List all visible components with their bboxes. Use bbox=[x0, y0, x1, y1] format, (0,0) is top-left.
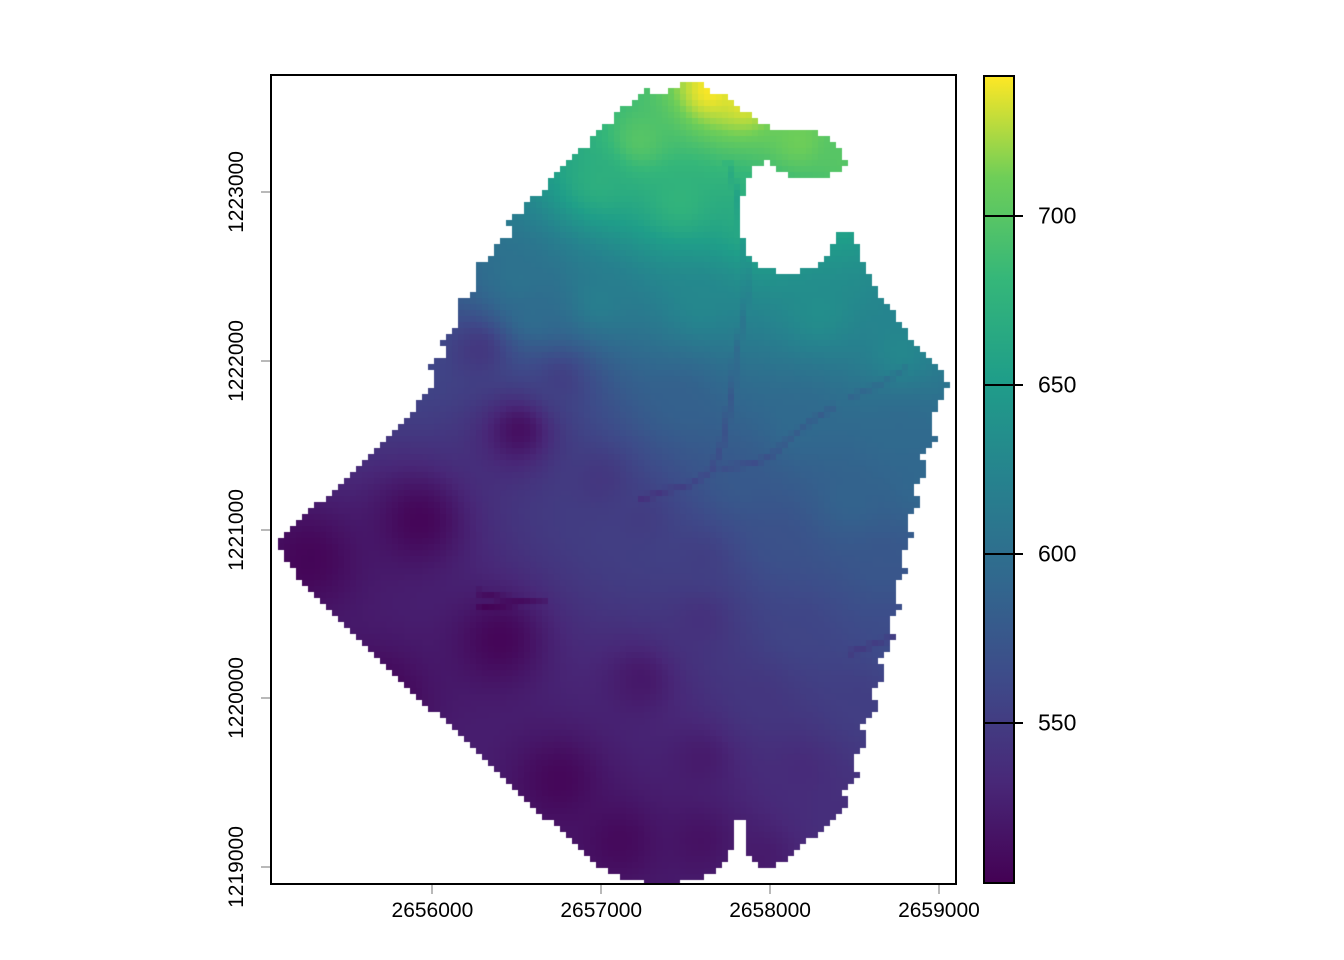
y-axis-tick bbox=[261, 191, 270, 194]
plot-box-border bbox=[270, 74, 957, 885]
colorbar-gradient bbox=[983, 75, 1015, 884]
x-axis-tick-label: 2658000 bbox=[729, 899, 811, 922]
y-axis-tick-label-text: 1219000 bbox=[225, 826, 248, 908]
x-axis-tick-label: 2656000 bbox=[391, 899, 474, 922]
colorbar-tick-label-text: 600 bbox=[1038, 540, 1077, 567]
x-axis-tick-label: 2659000 bbox=[898, 899, 980, 922]
y-axis-tick bbox=[261, 528, 270, 531]
y-axis-tick-label-text: 1223000 bbox=[225, 151, 248, 234]
colorbar-tick-line bbox=[985, 214, 1013, 217]
x-axis-tick bbox=[431, 885, 434, 894]
colorbar-tick-line bbox=[985, 383, 1013, 386]
colorbar-tick bbox=[1013, 214, 1023, 217]
x-axis-tick bbox=[769, 885, 772, 894]
y-axis-tick bbox=[261, 360, 270, 363]
colorbar-tick-label-text: 650 bbox=[1038, 371, 1077, 398]
x-axis-tick bbox=[937, 885, 940, 894]
x-axis-tick bbox=[600, 885, 603, 894]
y-axis-tick-label-text: 1220000 bbox=[225, 657, 248, 740]
colorbar-tick-line bbox=[985, 552, 1013, 555]
colorbar-tick-line bbox=[985, 722, 1013, 725]
x-axis-tick-label: 2657000 bbox=[560, 899, 643, 922]
elevation-raster bbox=[272, 76, 955, 883]
y-axis-tick bbox=[261, 865, 270, 868]
y-axis-tick bbox=[261, 697, 270, 700]
y-axis-tick-label-text: 1222000 bbox=[225, 320, 248, 402]
colorbar-tick bbox=[1013, 552, 1023, 555]
colorbar-tick bbox=[1013, 383, 1023, 386]
y-axis-tick-label-text: 1221000 bbox=[225, 488, 248, 571]
colorbar-tick-label-text: 550 bbox=[1038, 709, 1077, 736]
colorbar-tick-label-text: 700 bbox=[1038, 202, 1077, 229]
colorbar-tick bbox=[1013, 722, 1023, 725]
